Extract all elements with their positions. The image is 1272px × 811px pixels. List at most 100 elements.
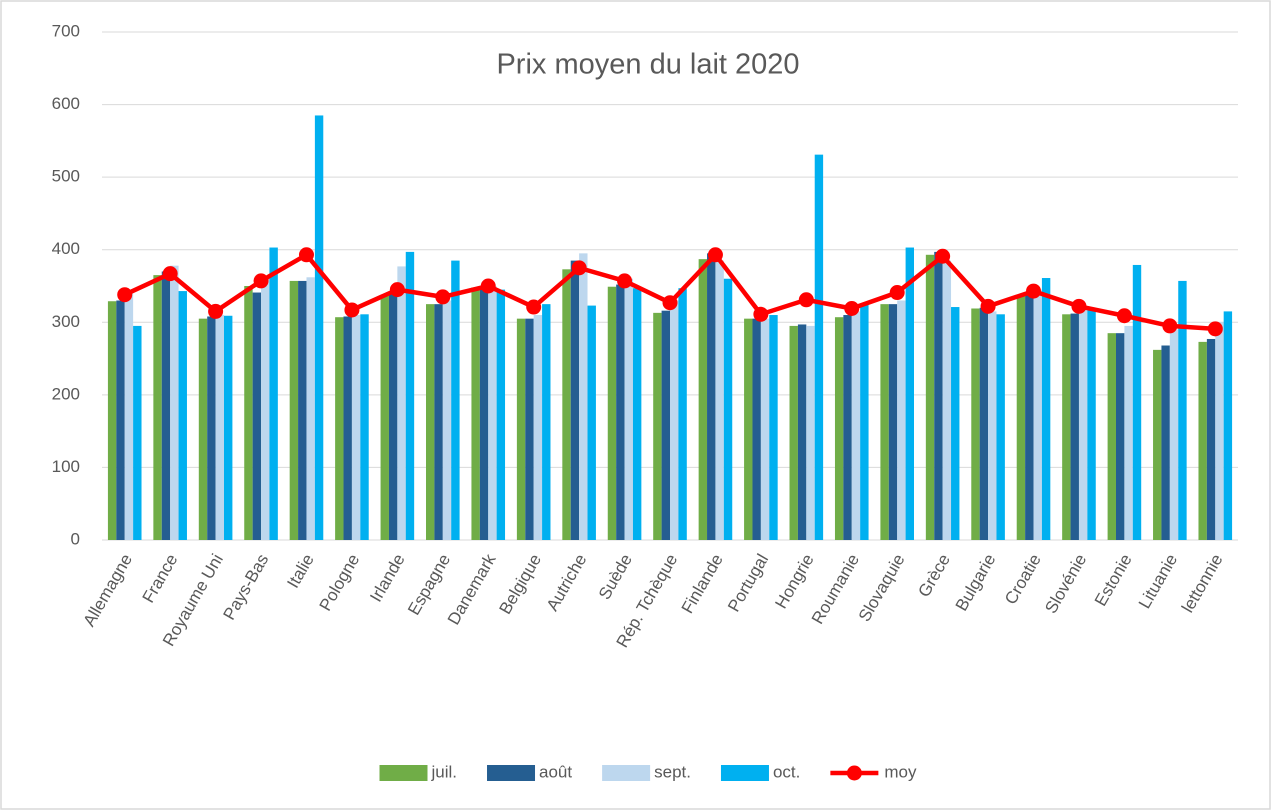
bar: [161, 271, 171, 540]
bar: [451, 260, 460, 540]
bar: [133, 325, 142, 540]
legend-label: oct.: [773, 762, 800, 781]
bar: [632, 288, 642, 540]
line-marker: [1071, 298, 1087, 314]
bar: [797, 324, 807, 540]
bar: [752, 318, 761, 540]
bar: [289, 280, 299, 540]
bar: [789, 325, 798, 540]
bar: [343, 316, 352, 540]
bar: [306, 277, 315, 540]
bar: [1116, 333, 1125, 540]
bar: [314, 115, 324, 540]
bar: [587, 305, 596, 540]
bar: [434, 304, 443, 540]
y-tick-label: 300: [52, 312, 80, 331]
chart-title: Prix moyen du lait 2020: [496, 49, 799, 81]
y-tick-label: 700: [52, 21, 80, 40]
bar: [1041, 278, 1051, 540]
legend-label: sept.: [654, 762, 691, 781]
bar: [351, 315, 361, 540]
y-tick-label: 100: [52, 457, 80, 476]
bar: [397, 266, 406, 540]
line-marker: [844, 300, 860, 316]
bar: [405, 251, 415, 541]
bar: [496, 289, 506, 540]
bar: [653, 312, 662, 540]
bar: [570, 260, 580, 540]
bar: [744, 318, 753, 540]
bar: [579, 253, 588, 541]
bar: [1198, 341, 1207, 540]
bar: [607, 286, 617, 540]
bar: [261, 278, 270, 540]
bar: [814, 154, 824, 540]
bar: [925, 254, 935, 540]
bar: [760, 318, 770, 540]
bar: [442, 300, 452, 540]
bar: [698, 259, 708, 540]
bar: [533, 315, 543, 540]
bar: [942, 260, 952, 540]
bar: [516, 318, 526, 540]
bar: [244, 286, 253, 540]
bar: [178, 291, 187, 540]
legend: juil. août sept. oct. moy: [379, 762, 917, 781]
bar: [525, 318, 534, 540]
bar: [298, 280, 307, 540]
bar: [388, 293, 398, 540]
bar: [224, 315, 233, 540]
legend-label: juil.: [431, 762, 458, 781]
bar: [1107, 333, 1116, 540]
line-marker: [435, 289, 451, 305]
bar: [207, 316, 216, 540]
bar: [860, 304, 869, 540]
line-marker: [1116, 308, 1132, 324]
legend-swatch: [720, 765, 769, 781]
bar: [1161, 345, 1170, 540]
bar: [971, 308, 980, 540]
bar: [661, 310, 670, 540]
bar: [252, 292, 262, 540]
bar: [269, 247, 278, 540]
bar: [488, 286, 497, 540]
bar: [562, 269, 571, 540]
bar: [888, 304, 898, 540]
bar: [806, 325, 815, 540]
bar: [1062, 314, 1071, 540]
bar: [905, 247, 914, 540]
bar: [880, 304, 889, 540]
line-marker: [935, 248, 951, 264]
bar: [951, 307, 960, 540]
legend-label: août: [539, 762, 572, 781]
bar: [471, 287, 480, 540]
bar: [360, 314, 369, 540]
bar: [678, 288, 687, 540]
bar: [988, 311, 997, 540]
bar: [198, 318, 208, 540]
bar: [1215, 322, 1224, 540]
bar: [1070, 313, 1079, 540]
line-marker: [753, 306, 769, 322]
line-marker: [617, 273, 633, 289]
line-marker: [571, 260, 587, 276]
line-marker: [162, 266, 178, 282]
bar: [1206, 338, 1216, 540]
line-marker: [662, 295, 678, 311]
line-marker: [526, 299, 542, 315]
line-marker: [1162, 318, 1178, 334]
bar: [1016, 295, 1026, 540]
line-marker: [117, 287, 133, 303]
bar: [1033, 289, 1042, 540]
bar: [1169, 329, 1179, 540]
bar: [616, 284, 625, 540]
legend-swatch: [487, 765, 536, 781]
bar: [479, 286, 489, 540]
bar: [670, 300, 679, 540]
legend-swatch: [602, 765, 651, 781]
bar: [124, 293, 134, 540]
y-tick-label: 0: [71, 529, 80, 548]
bar: [715, 260, 724, 540]
y-tick-label: 600: [52, 94, 80, 113]
legend-swatch: [379, 765, 428, 781]
